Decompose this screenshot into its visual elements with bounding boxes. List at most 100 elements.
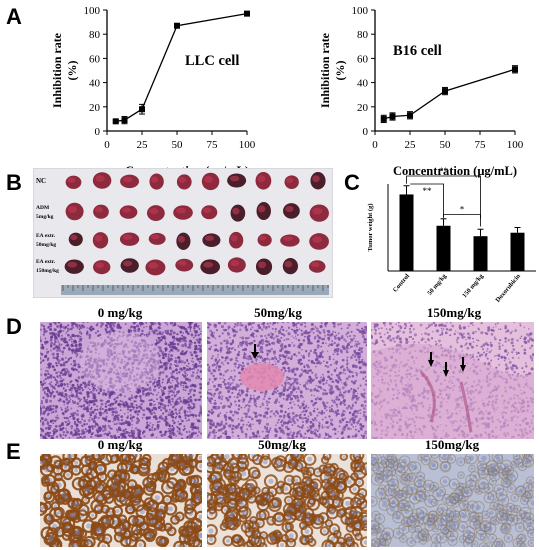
- nucleus: [301, 424, 305, 427]
- nucleus: [301, 402, 304, 405]
- nucleus: [191, 357, 194, 360]
- nucleus: [276, 421, 279, 424]
- nucleus: [284, 369, 287, 373]
- nucleus: [42, 359, 45, 362]
- nucleus: [308, 352, 311, 355]
- nucleus: [223, 378, 226, 381]
- nucleus: [246, 428, 249, 431]
- nucleus: [297, 322, 300, 325]
- tumor-highlight: [312, 175, 320, 183]
- nucleus: [279, 409, 283, 413]
- nucleus: [278, 332, 281, 335]
- nucleus: [65, 367, 68, 370]
- nucleus: [251, 332, 255, 336]
- nucleus: [72, 340, 76, 343]
- y-tick-label: 100: [84, 5, 101, 17]
- nucleus: [117, 414, 120, 417]
- nucleus: [312, 331, 315, 334]
- nucleus: [173, 421, 176, 424]
- nucleus: [303, 384, 307, 388]
- nucleus: [63, 382, 66, 386]
- nucleus: [231, 339, 235, 342]
- nucleus: [211, 423, 215, 427]
- nucleus: [510, 367, 514, 371]
- nucleus: [213, 332, 216, 334]
- nucleus: [58, 343, 61, 346]
- nucleus: [358, 366, 362, 370]
- nucleus: [226, 348, 229, 350]
- nucleus: [364, 430, 367, 434]
- nucleus: [198, 411, 202, 415]
- nucleus: [280, 343, 284, 346]
- nucleus: [208, 323, 211, 326]
- nucleus: [164, 331, 168, 334]
- nucleus: [337, 398, 341, 401]
- nucleus: [62, 326, 65, 329]
- nucleus: [60, 408, 63, 411]
- nucleus: [224, 386, 228, 389]
- nucleus: [410, 335, 413, 338]
- nucleus: [170, 437, 173, 439]
- nucleus: [328, 406, 331, 409]
- nucleus: [321, 341, 325, 345]
- nucleus: [335, 334, 338, 337]
- nucleus: [76, 387, 80, 391]
- nucleus: [272, 337, 276, 340]
- nucleus: [280, 325, 284, 329]
- nucleus: [268, 358, 271, 361]
- nucleus: [266, 322, 269, 325]
- nucleus: [44, 337, 47, 340]
- nucleus: [207, 363, 210, 367]
- nucleus: [42, 396, 45, 399]
- nucleus: [182, 396, 185, 399]
- nucleus: [44, 377, 47, 381]
- nucleus: [235, 383, 238, 386]
- nucleus: [240, 364, 243, 367]
- nucleus: [237, 350, 241, 354]
- nucleus: [189, 389, 192, 391]
- nucleus: [241, 416, 244, 419]
- nucleus: [196, 418, 198, 420]
- nucleus: [71, 414, 74, 417]
- nucleus: [358, 346, 361, 349]
- nucleus: [170, 343, 172, 346]
- nucleus: [318, 435, 321, 438]
- nucleus: [96, 408, 99, 411]
- nucleus: [149, 422, 152, 424]
- nucleus: [363, 410, 366, 414]
- nucleus: [157, 345, 160, 348]
- nucleus: [180, 368, 182, 371]
- nucleus: [271, 410, 273, 412]
- nucleus: [227, 405, 230, 408]
- nucleus: [272, 412, 275, 415]
- nucleus: [424, 341, 427, 344]
- nucleus: [119, 399, 122, 403]
- nucleus: [185, 364, 188, 367]
- nucleus: [224, 370, 228, 374]
- nucleus: [334, 348, 337, 351]
- nucleus: [216, 387, 219, 391]
- nucleus: [137, 410, 141, 413]
- nucleus: [298, 344, 300, 347]
- nucleus: [307, 428, 311, 432]
- nucleus: [267, 430, 271, 434]
- nucleus: [234, 428, 236, 430]
- nucleus: [198, 327, 201, 330]
- row-label: ADM: [36, 205, 50, 211]
- nucleus: [222, 432, 225, 435]
- nucleus: [344, 426, 347, 429]
- nucleus: [298, 361, 301, 364]
- nucleus: [270, 347, 273, 351]
- nucleus: [70, 391, 73, 393]
- nucleus: [168, 350, 171, 353]
- nucleus: [148, 399, 150, 401]
- nucleus: [85, 400, 89, 404]
- nucleus: [47, 372, 50, 376]
- nucleus: [359, 423, 363, 426]
- nucleus: [207, 435, 210, 439]
- nucleus: [189, 339, 192, 343]
- tumor-highlight: [311, 261, 320, 267]
- nucleus: [334, 335, 336, 338]
- nucleus: [162, 356, 166, 359]
